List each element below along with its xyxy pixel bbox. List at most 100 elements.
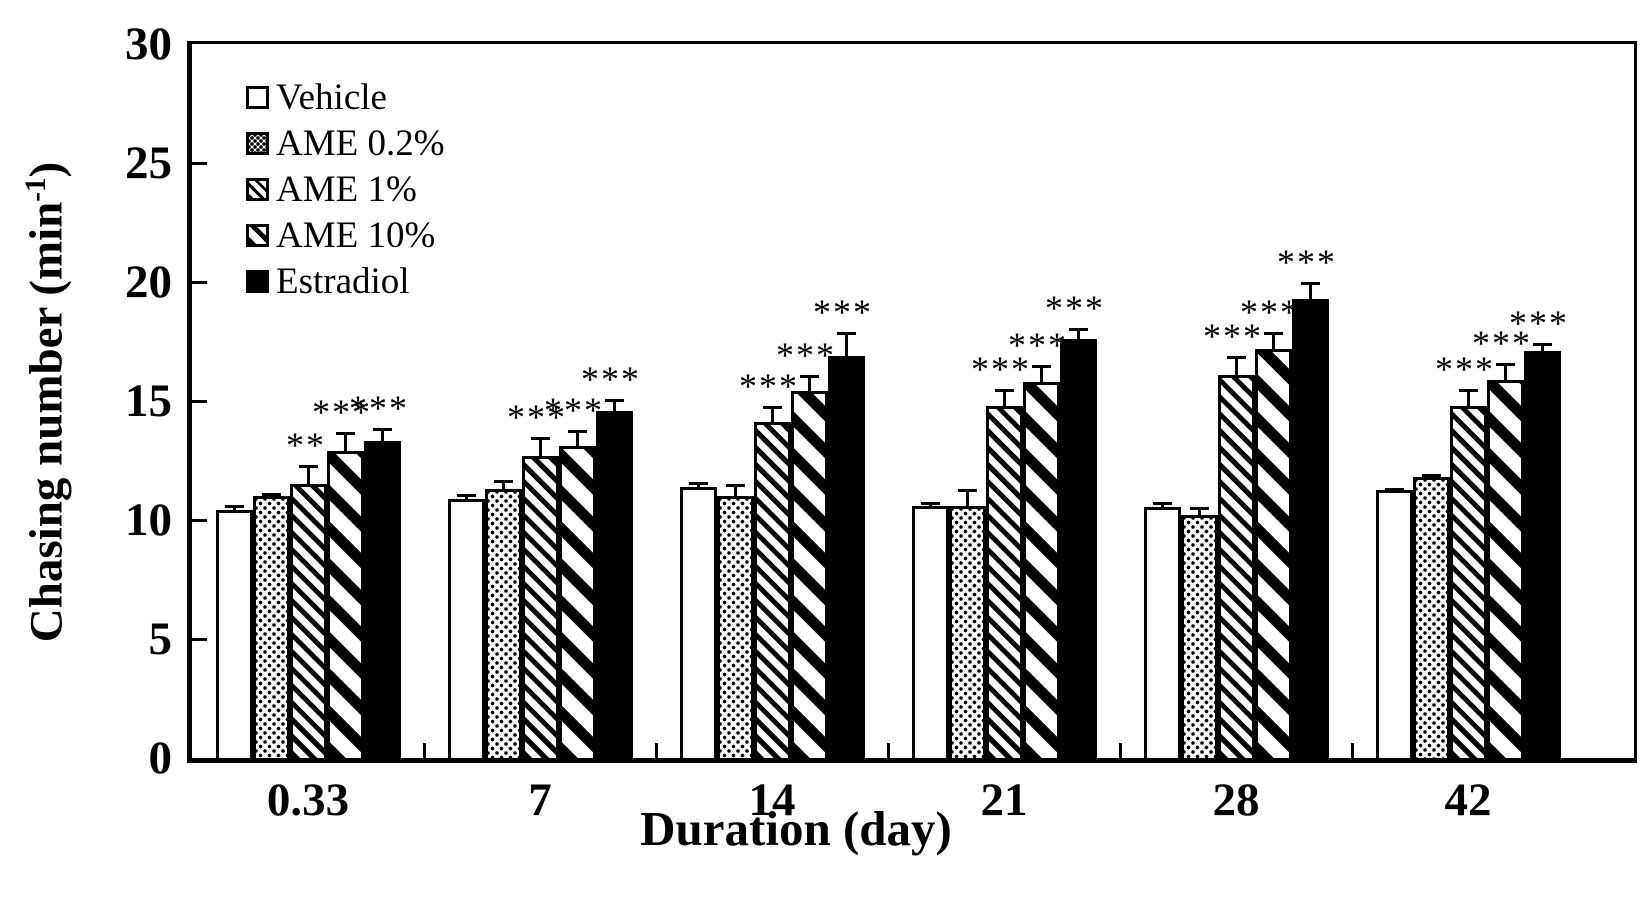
error-bar-cap — [1300, 282, 1320, 286]
y-axis-tick — [192, 280, 207, 284]
legend-label: AME 10% — [276, 214, 436, 256]
bar-cell — [948, 489, 986, 758]
bar-cell — [911, 502, 949, 758]
error-bar-stem — [733, 484, 737, 498]
error-bar — [567, 429, 587, 448]
legend-item: Estradiol — [246, 258, 445, 304]
legend-label: AME 0.2% — [276, 122, 445, 164]
bar-group: *** *** *** — [1375, 305, 1567, 758]
bar-ame-1--day-21 — [985, 405, 1023, 758]
error-bar — [1226, 355, 1246, 376]
error-bar-stem — [538, 436, 542, 457]
bar-group: *** *** *** — [447, 361, 639, 758]
error-bar-cap — [1189, 506, 1209, 510]
bar-cell: *** — [813, 294, 871, 758]
bar-ame-0-2--day-14 — [716, 496, 754, 758]
error-bar-cap — [335, 431, 355, 435]
significance-marker: *** — [1435, 349, 1495, 390]
significance-marker: *** — [1008, 325, 1068, 366]
bar-vehicle-day-21 — [911, 505, 949, 758]
error-bar — [1263, 331, 1283, 350]
error-bar-stem — [844, 331, 848, 357]
error-bar-stem — [1466, 389, 1470, 407]
error-bar — [957, 489, 977, 507]
error-bar-cap — [836, 331, 856, 335]
bar-estradiol-day-0.33 — [363, 441, 401, 758]
bar-vehicle-day-0.33 — [215, 510, 253, 758]
legend-item: Vehicle — [246, 74, 445, 120]
error-bar-stem — [965, 489, 969, 507]
bar-ame-1--day-14 — [753, 422, 791, 758]
error-bar — [836, 331, 856, 357]
bar-ame-10--day-42 — [1486, 379, 1524, 758]
error-bar-stem — [306, 465, 310, 486]
y-tick-label: 5 — [148, 613, 173, 665]
significance-marker: *** — [971, 349, 1031, 390]
bar-ame-10--day-28 — [1254, 348, 1292, 758]
bar-ame-10--day-21 — [1022, 381, 1060, 758]
y-tick-label: 30 — [125, 18, 172, 70]
legend: Vehicle AME 0.2% AME 1% AME 10% Estradiol — [246, 74, 445, 304]
error-bar-cap — [567, 429, 587, 433]
plot-area: Vehicle AME 0.2% AME 1% AME 10% Estradiol **… — [187, 41, 1637, 763]
bar-cell — [716, 484, 754, 758]
error-bar-stem — [1308, 282, 1312, 300]
legend-label: Estradiol — [276, 260, 410, 302]
bar-cell: *** — [1008, 327, 1066, 758]
significance-marker: *** — [1509, 302, 1569, 343]
error-bar — [493, 479, 513, 491]
error-bar — [1300, 282, 1320, 300]
bar-estradiol-day-14 — [827, 355, 865, 758]
error-bar-stem — [1540, 342, 1544, 353]
error-bar-stem — [1039, 365, 1043, 383]
bar-group: ** *** *** — [215, 390, 407, 758]
y-tick-label: 10 — [125, 494, 172, 546]
bar-vehicle-day-28 — [1143, 506, 1181, 758]
bar-cell: *** — [776, 337, 834, 758]
error-bar — [604, 398, 624, 412]
y-axis-title-superscript: -1 — [20, 177, 52, 202]
bar-cell — [679, 481, 717, 758]
significance-marker: *** — [1472, 322, 1532, 363]
error-bar — [725, 484, 745, 498]
error-bar-cap — [994, 389, 1014, 393]
bar-cell — [1412, 473, 1450, 758]
error-bar — [762, 405, 782, 424]
error-bar-cap — [957, 489, 977, 493]
error-bar-cap — [456, 493, 476, 497]
significance-marker: *** — [1045, 288, 1105, 329]
bar-estradiol-day-7 — [595, 410, 633, 758]
error-bar-cap — [1068, 328, 1088, 332]
error-bar-stem — [770, 405, 774, 424]
error-bar — [456, 493, 476, 500]
error-bar-stem — [1197, 506, 1201, 517]
error-bar-cap — [1226, 355, 1246, 359]
error-bar — [1152, 502, 1172, 508]
error-bar-stem — [1002, 389, 1006, 407]
error-bar-cap — [725, 484, 745, 488]
error-bar-cap — [261, 492, 281, 496]
bar-cell: ** — [286, 427, 327, 758]
y-tick-label: 0 — [148, 732, 173, 784]
significance-marker: *** — [349, 388, 409, 429]
error-bar — [799, 374, 819, 393]
error-bar-cap — [1263, 331, 1283, 335]
error-bar-stem — [380, 428, 384, 443]
x-axis-tick — [1118, 743, 1122, 758]
significance-marker: *** — [581, 358, 641, 399]
x-axis-tick — [886, 743, 890, 758]
x-tick-label: 42 — [1444, 774, 1492, 826]
bar-cell — [215, 504, 253, 758]
y-axis-tick — [192, 637, 207, 641]
bar-cell: *** — [1277, 244, 1335, 758]
bar-vehicle-day-14 — [679, 486, 717, 758]
significance-marker: ** — [286, 425, 326, 466]
y-axis-tick — [192, 161, 207, 165]
significance-marker: *** — [813, 291, 873, 332]
bar-ame-0-2--day-28 — [1180, 515, 1218, 758]
significance-marker: *** — [544, 389, 604, 430]
x-axis-title: Duration (day) — [640, 801, 952, 856]
error-bar — [1458, 389, 1478, 407]
error-bar-stem — [1076, 328, 1080, 341]
error-bar-stem — [575, 429, 579, 448]
